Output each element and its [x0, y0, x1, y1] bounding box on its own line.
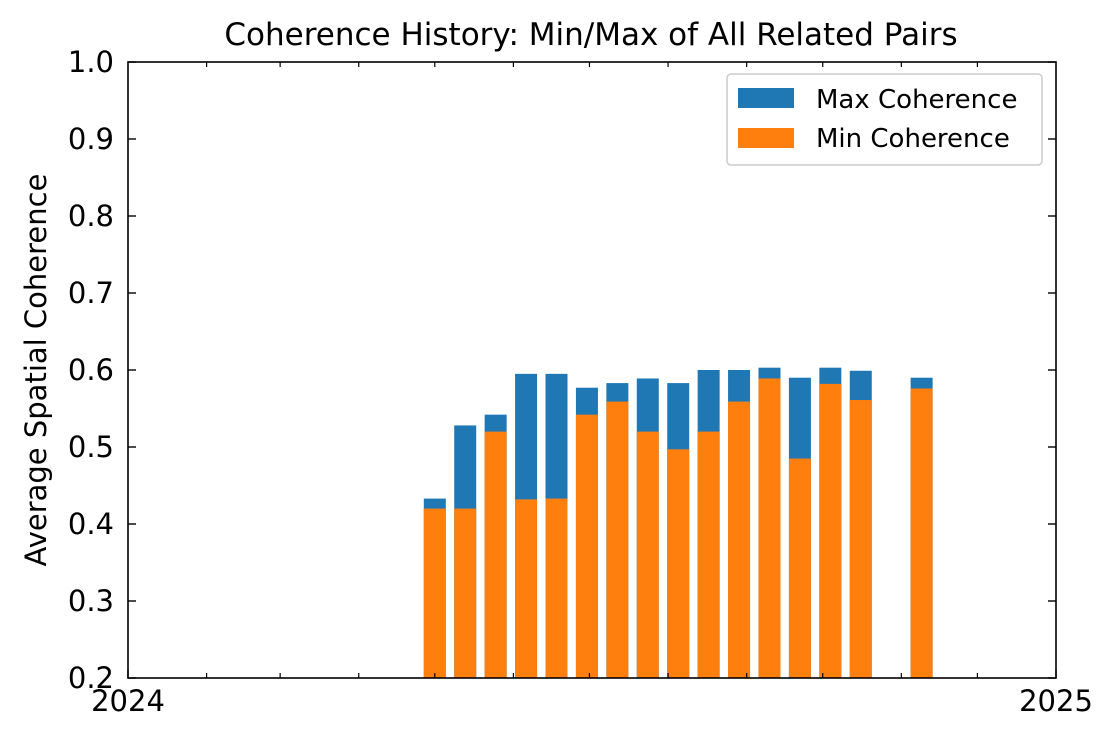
bar-min-7 [606, 401, 629, 678]
y-tick-label-4: 0.6 [68, 353, 114, 387]
bar-min-5 [545, 498, 568, 678]
y-tick-label-2: 0.4 [68, 507, 114, 541]
bar-min-6 [575, 414, 598, 678]
bar-min-12 [758, 378, 781, 678]
x-tick-label-2025: 2025 [1019, 684, 1093, 718]
bar-min-16 [910, 388, 933, 678]
bar-min-4 [515, 499, 538, 678]
y-tick-label-3: 0.5 [68, 430, 114, 464]
y-tick-label-7: 0.9 [68, 122, 114, 156]
ticks-layer: 0.2 0.3 0.4 0.5 0.6 0.7 0.8 0.9 1.0 2024 2025 [68, 45, 1093, 718]
y-tick-label-0: 0.2 [68, 661, 114, 695]
bar-min-2 [454, 508, 477, 678]
bar-min-1 [423, 508, 446, 678]
bar-min-9 [667, 449, 690, 678]
bar-min-14 [819, 383, 842, 678]
bar-min-10 [697, 431, 720, 678]
bar-min-3 [484, 431, 507, 678]
bar-min-11 [728, 401, 751, 678]
legend-label-max: Max Coherence [816, 85, 1017, 115]
legend-frame [726, 73, 1043, 166]
x-tick-label-2024: 2024 [91, 684, 165, 718]
y-axis-label: Average Spatial Coherence [19, 174, 53, 567]
chart-title: Coherence History: Min/Max of All Relate… [224, 17, 957, 53]
y-tick-label-8: 1.0 [68, 45, 114, 79]
bar-min-13 [788, 458, 811, 678]
plot-frame [127, 61, 1057, 679]
legend-label-min: Min Coherence [816, 124, 1010, 154]
legend: Max Coherence Min Coherence [726, 73, 1043, 166]
legend-swatch-max [738, 88, 794, 108]
y-tick-label-1: 0.3 [68, 584, 114, 618]
legend-swatch-min [738, 128, 794, 148]
y-tick-label-6: 0.8 [68, 199, 114, 233]
y-tick-label-5: 0.7 [68, 276, 114, 310]
bar-min-15 [849, 400, 872, 678]
bar-min-8 [636, 431, 659, 678]
bars-layer [423, 367, 933, 678]
